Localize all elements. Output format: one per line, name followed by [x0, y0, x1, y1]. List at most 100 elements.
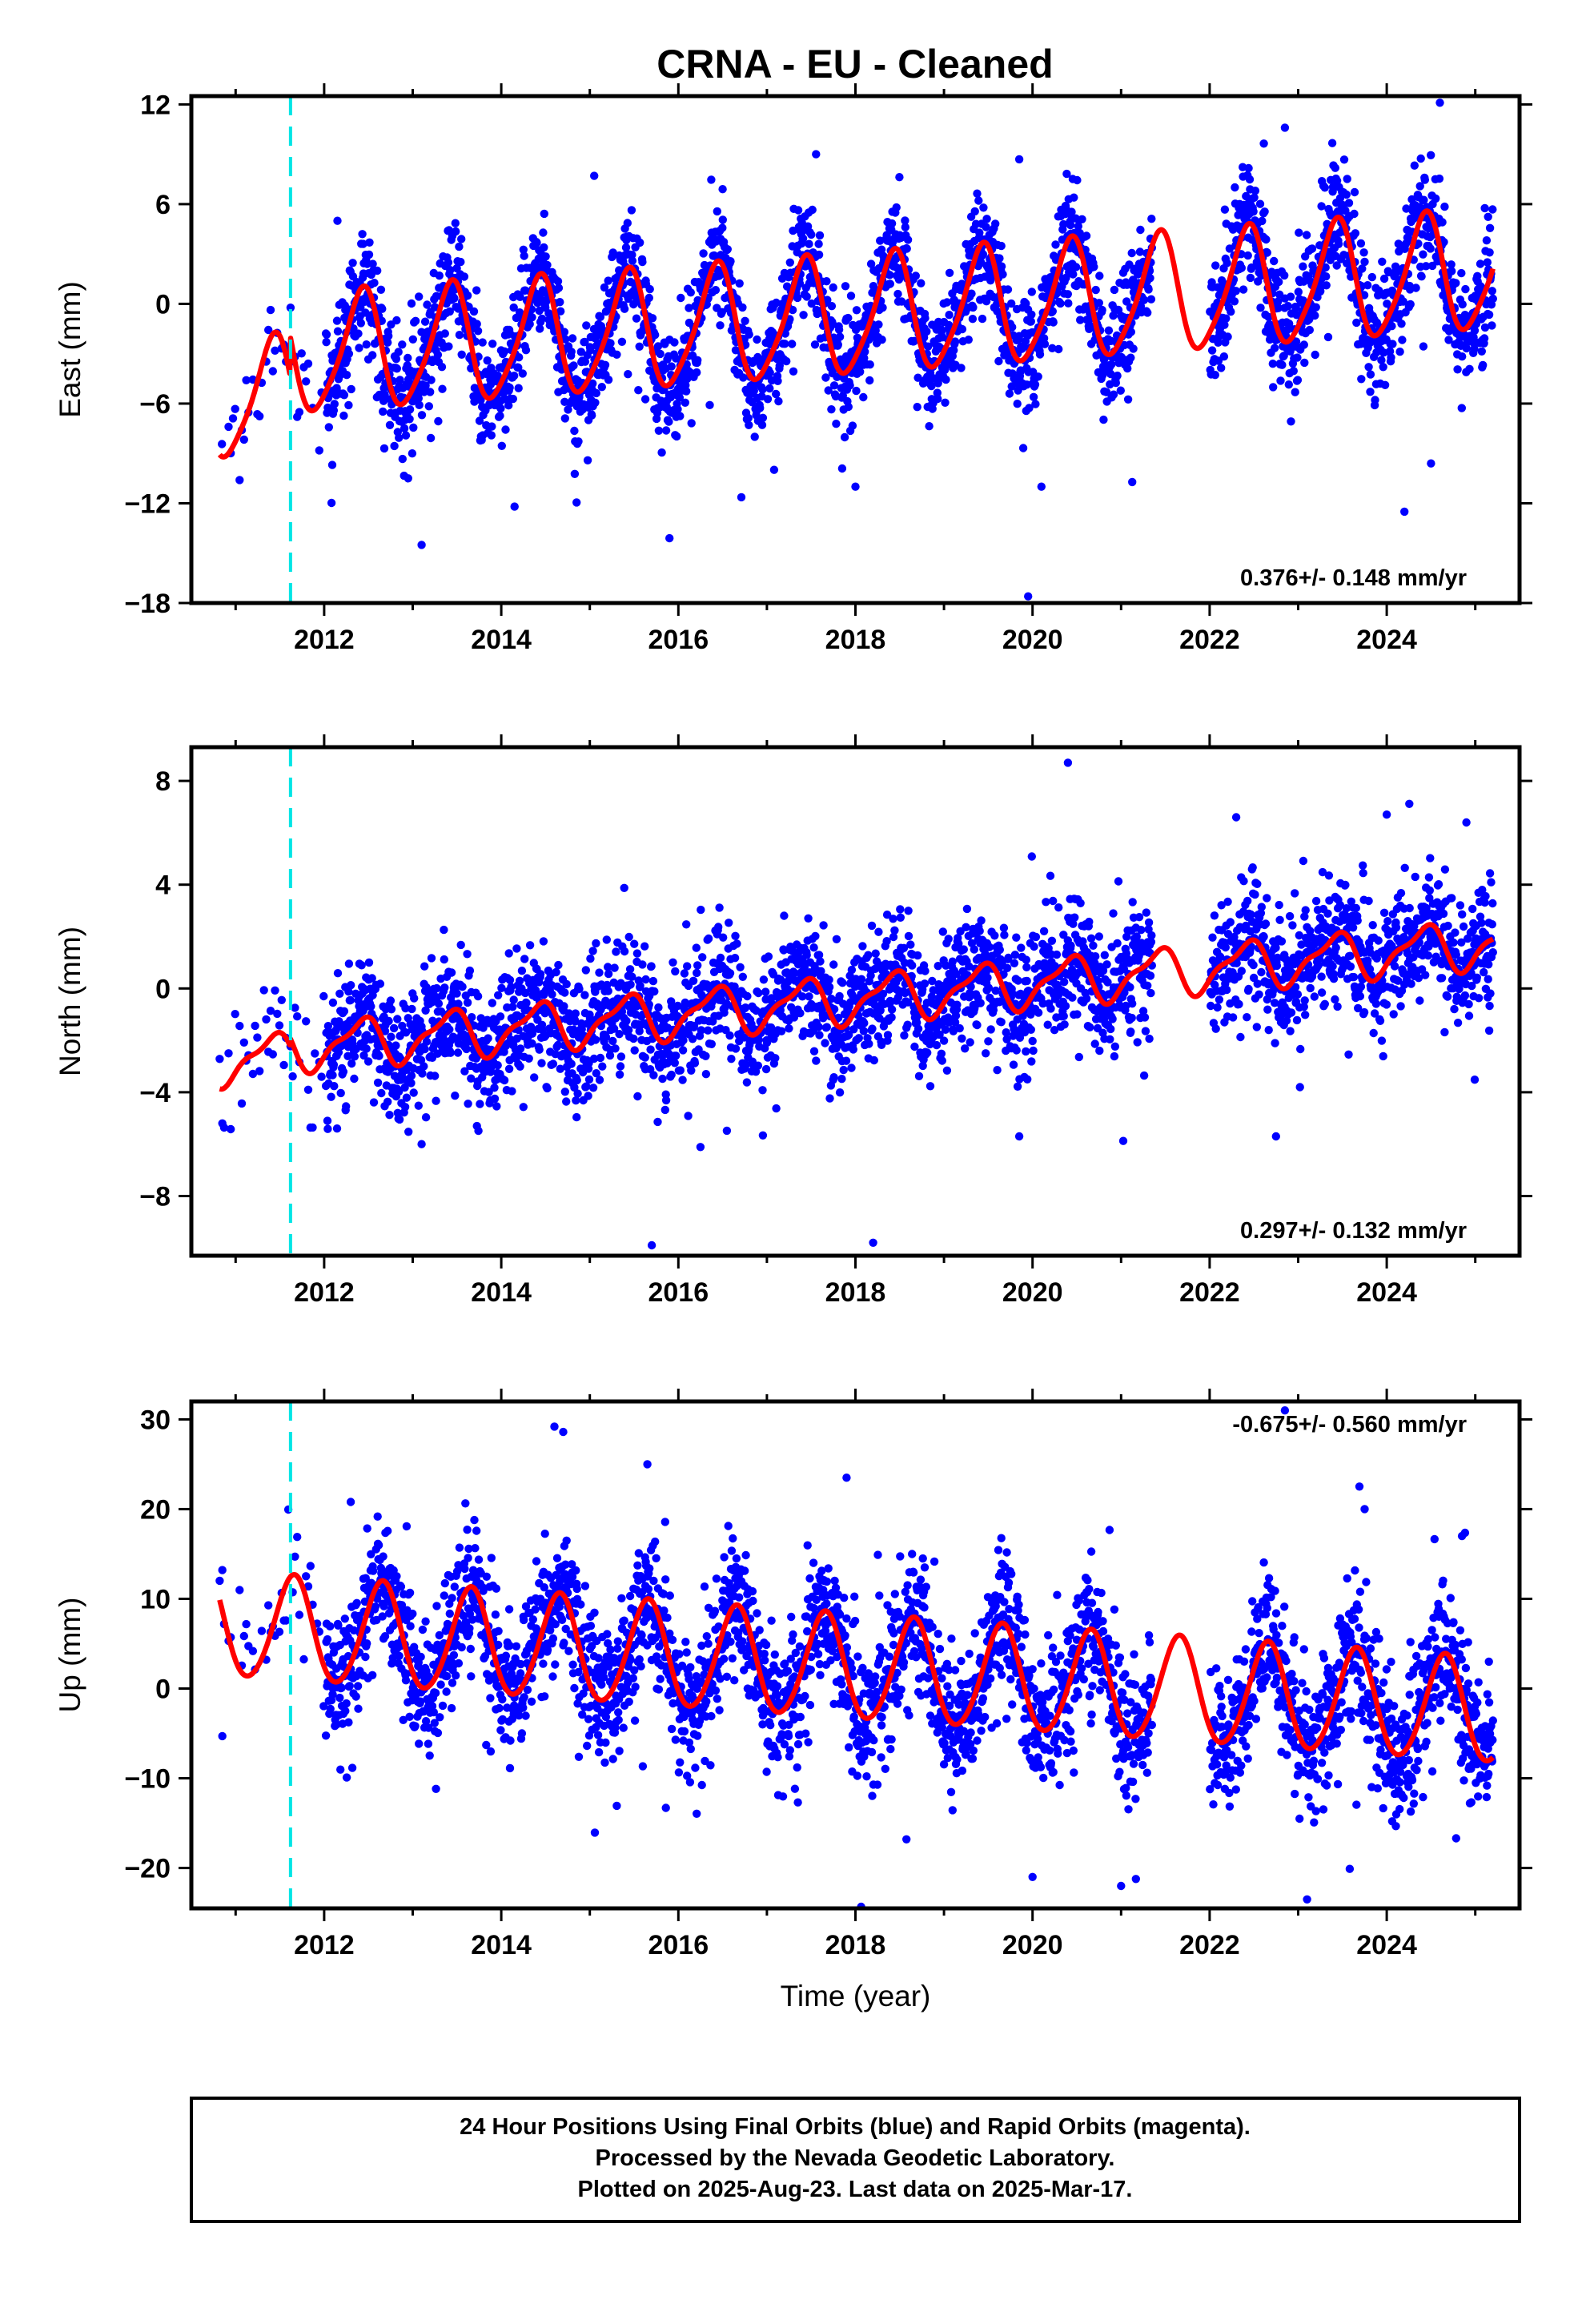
data-point	[852, 306, 861, 315]
data-point	[835, 332, 845, 341]
data-point	[452, 989, 461, 998]
data-point	[1099, 415, 1108, 424]
data-point	[693, 368, 701, 377]
data-point	[354, 329, 363, 338]
data-point	[822, 1023, 832, 1031]
data-point	[539, 937, 548, 946]
data-point	[1410, 161, 1419, 170]
data-point	[572, 1076, 581, 1085]
data-point	[1098, 305, 1106, 315]
data-point	[739, 373, 748, 382]
data-point	[1064, 299, 1073, 308]
data-point	[455, 242, 464, 251]
data-point	[437, 363, 447, 372]
data-point	[1484, 310, 1494, 320]
data-point	[530, 1073, 539, 1082]
data-point	[592, 939, 600, 948]
data-point	[902, 244, 911, 253]
data-point	[488, 999, 496, 1007]
data-point	[1123, 395, 1133, 404]
data-point	[913, 403, 921, 412]
data-point	[1143, 308, 1152, 317]
data-point	[575, 984, 584, 994]
data-point	[1476, 259, 1485, 268]
data-point	[570, 469, 580, 478]
data-point	[1237, 263, 1247, 272]
data-point	[814, 1023, 823, 1031]
data-point	[463, 998, 472, 1007]
data-point	[860, 1019, 869, 1027]
data-point	[635, 342, 644, 351]
data-point	[1444, 336, 1453, 344]
data-point	[591, 398, 600, 407]
data-point	[224, 1049, 233, 1058]
data-point	[1480, 323, 1490, 332]
data-point	[600, 360, 610, 369]
data-point	[423, 300, 432, 309]
data-point	[1116, 386, 1126, 395]
data-point	[733, 939, 741, 948]
data-point	[385, 1111, 394, 1120]
data-point	[859, 392, 868, 402]
data-point	[841, 1056, 851, 1065]
data-point	[560, 328, 569, 336]
data-point	[1344, 199, 1354, 207]
data-point	[775, 361, 784, 370]
data-point	[938, 927, 948, 936]
data-point	[653, 1117, 662, 1127]
data-point	[235, 1021, 244, 1031]
data-point	[543, 260, 552, 270]
data-point	[418, 1069, 427, 1078]
data-point	[845, 381, 854, 390]
data-point	[561, 335, 570, 344]
data-point	[1483, 258, 1492, 267]
data-point	[407, 299, 416, 308]
data-point	[488, 422, 496, 431]
data-point	[396, 376, 404, 384]
data-point	[215, 1055, 224, 1063]
data-point	[357, 961, 366, 970]
data-point	[991, 219, 1000, 228]
data-point	[580, 991, 589, 999]
data-point	[997, 1018, 1006, 1027]
data-point	[606, 339, 615, 348]
data-point	[744, 413, 753, 423]
data-point	[583, 456, 592, 464]
data-point	[1383, 300, 1391, 308]
data-point	[640, 1053, 649, 1062]
data-point	[1488, 287, 1497, 296]
data-point	[1385, 347, 1395, 356]
data-point	[763, 395, 773, 404]
data-point	[1264, 312, 1273, 322]
data-point	[717, 308, 726, 316]
data-point	[624, 932, 633, 942]
data-point	[574, 437, 583, 446]
data-point	[701, 1070, 711, 1079]
data-point	[648, 314, 657, 323]
data-point	[303, 359, 313, 368]
data-point	[978, 250, 988, 259]
y-tick-label: 6	[155, 190, 171, 220]
data-point	[490, 1084, 499, 1092]
data-point	[852, 386, 861, 396]
data-point	[661, 1096, 671, 1105]
data-point	[978, 314, 987, 324]
data-point	[1048, 344, 1057, 352]
data-point	[1285, 320, 1294, 328]
data-point	[1457, 268, 1466, 278]
data-point	[1358, 264, 1367, 273]
data-point	[871, 949, 880, 958]
data-point	[780, 911, 789, 920]
data-point	[286, 304, 295, 312]
data-point	[759, 975, 769, 984]
data-point	[1327, 139, 1337, 147]
data-point	[572, 498, 581, 507]
data-point	[385, 420, 395, 429]
data-point	[521, 346, 531, 355]
data-point	[725, 1031, 734, 1040]
data-point	[1275, 277, 1283, 287]
data-point	[407, 1072, 416, 1080]
data-point	[627, 206, 636, 215]
data-point	[363, 1057, 373, 1066]
